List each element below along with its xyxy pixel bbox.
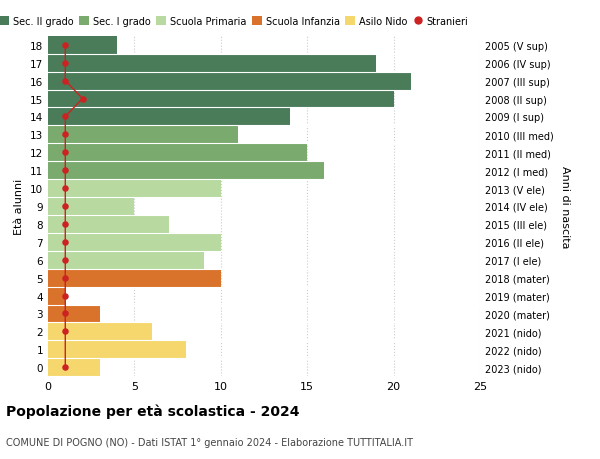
- Point: [61, 203, 70, 210]
- Bar: [48, 251, 203, 269]
- Point: [78, 95, 88, 103]
- Bar: [48, 215, 169, 233]
- Bar: [48, 233, 221, 251]
- Point: [61, 221, 70, 228]
- Bar: [48, 180, 221, 198]
- Text: Popolazione per età scolastica - 2024: Popolazione per età scolastica - 2024: [6, 404, 299, 419]
- Point: [61, 60, 70, 67]
- Bar: [48, 287, 65, 305]
- Point: [61, 167, 70, 174]
- Bar: [48, 162, 325, 180]
- Bar: [48, 198, 134, 215]
- Bar: [48, 90, 394, 108]
- Legend: Sec. II grado, Sec. I grado, Scuola Primaria, Scuola Infanzia, Asilo Nido, Stran: Sec. II grado, Sec. I grado, Scuola Prim…: [0, 13, 473, 30]
- Point: [61, 292, 70, 300]
- Point: [61, 131, 70, 139]
- Text: COMUNE DI POGNO (NO) - Dati ISTAT 1° gennaio 2024 - Elaborazione TUTTITALIA.IT: COMUNE DI POGNO (NO) - Dati ISTAT 1° gen…: [6, 437, 413, 447]
- Y-axis label: Età alunni: Età alunni: [14, 179, 25, 235]
- Point: [61, 239, 70, 246]
- Bar: [48, 37, 117, 55]
- Bar: [48, 73, 411, 90]
- Bar: [48, 55, 376, 73]
- Bar: [48, 305, 100, 323]
- Bar: [48, 323, 152, 341]
- Bar: [48, 126, 238, 144]
- Point: [61, 78, 70, 85]
- Point: [61, 257, 70, 264]
- Point: [61, 149, 70, 157]
- Bar: [48, 341, 186, 358]
- Point: [61, 185, 70, 192]
- Point: [61, 364, 70, 371]
- Point: [61, 113, 70, 121]
- Y-axis label: Anni di nascita: Anni di nascita: [560, 165, 570, 248]
- Point: [61, 274, 70, 282]
- Bar: [48, 269, 221, 287]
- Point: [61, 310, 70, 318]
- Point: [61, 42, 70, 49]
- Point: [61, 328, 70, 336]
- Bar: [48, 358, 100, 376]
- Bar: [48, 108, 290, 126]
- Bar: [48, 144, 307, 162]
